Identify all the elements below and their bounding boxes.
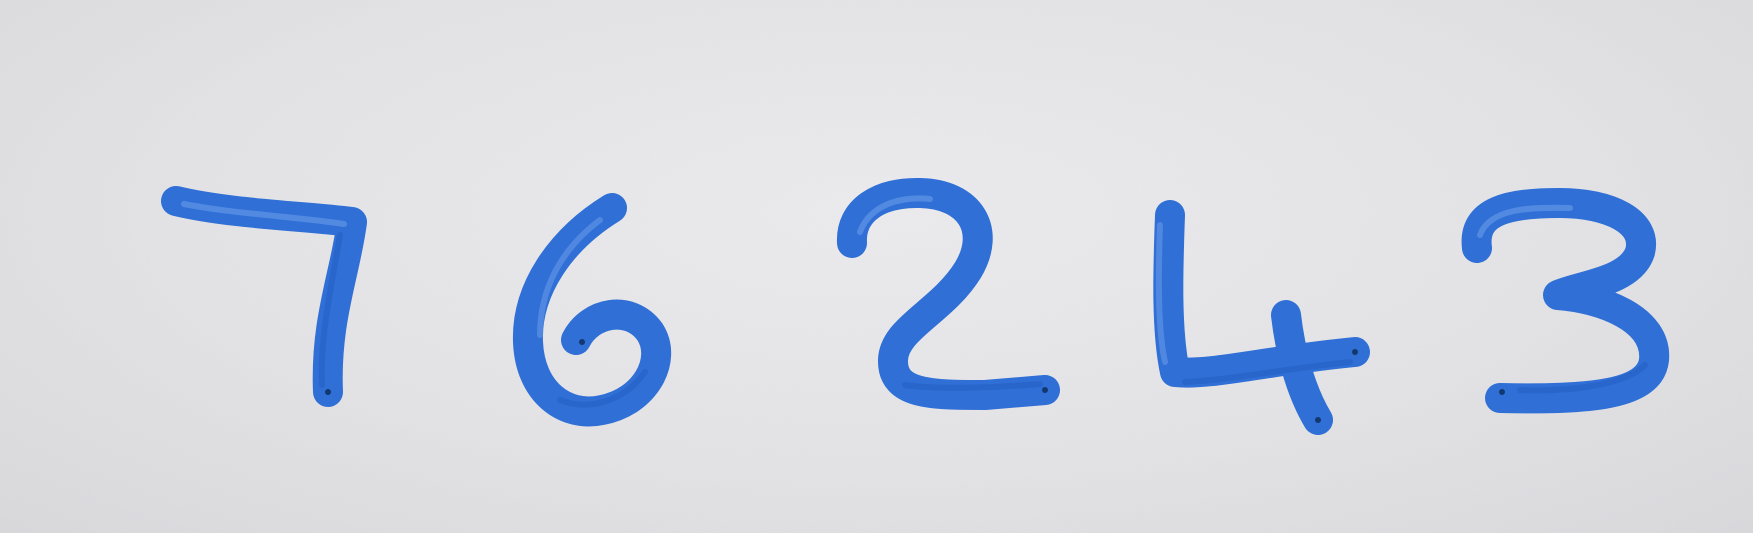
digit-6 <box>512 193 672 427</box>
digit-2 <box>836 177 1060 410</box>
digit-3 <box>1461 188 1670 414</box>
digit-4 <box>1153 200 1370 435</box>
digit-7 <box>161 186 367 407</box>
